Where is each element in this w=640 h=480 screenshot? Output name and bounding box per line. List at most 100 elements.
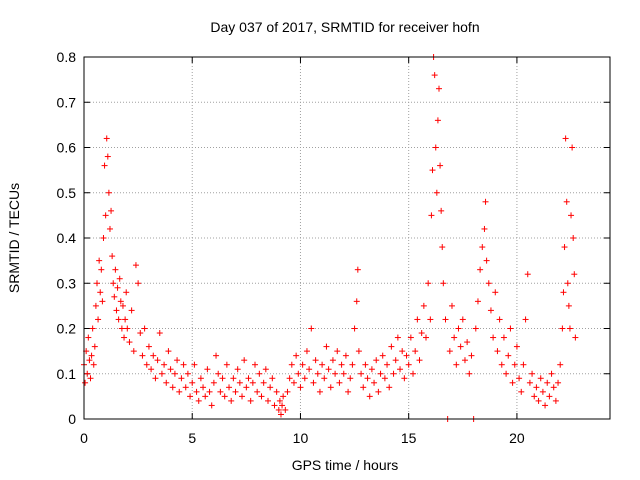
data-point [85, 334, 92, 341]
data-point [262, 366, 269, 373]
data-point [388, 343, 395, 350]
data-point [392, 357, 399, 364]
chart-title: Day 037 of 2017, SRMTID for receiver hof… [210, 19, 479, 35]
data-point [425, 280, 432, 287]
data-point [438, 207, 445, 214]
data-point [520, 361, 527, 368]
data-point [428, 212, 435, 219]
data-point [555, 379, 562, 386]
data-point [98, 266, 105, 273]
data-point [150, 352, 157, 359]
data-point [373, 357, 380, 364]
data-point [529, 370, 536, 377]
data-point [143, 361, 150, 368]
data-point [505, 352, 512, 359]
data-point [100, 235, 107, 241]
data-point [121, 334, 128, 341]
data-point [482, 198, 489, 205]
data-point [459, 316, 466, 323]
data-point [115, 316, 122, 323]
y-tick-label: 0.4 [57, 230, 77, 246]
data-point [256, 370, 263, 377]
data-point [432, 144, 439, 151]
data-point [204, 366, 211, 373]
data-point [494, 348, 501, 355]
data-point [355, 348, 362, 355]
data-point [345, 388, 352, 395]
data-point [119, 302, 126, 309]
data-point [178, 375, 185, 382]
data-point [282, 406, 289, 413]
data-point [431, 72, 438, 79]
data-point [531, 393, 538, 400]
data-point [329, 357, 336, 364]
data-point [124, 325, 131, 332]
data-point [397, 366, 404, 373]
data-point [171, 370, 178, 377]
data-point [492, 289, 499, 296]
data-point [130, 348, 137, 355]
data-point [182, 384, 189, 391]
data-point [126, 339, 133, 346]
y-tick-label: 0.5 [57, 185, 77, 201]
data-point [284, 388, 291, 395]
data-point [548, 370, 555, 377]
x-tick-label: 5 [188, 430, 196, 446]
data-point [254, 388, 261, 395]
data-point [448, 302, 455, 309]
data-point [241, 357, 248, 364]
data-point [308, 325, 315, 332]
data-point [442, 316, 449, 323]
x-tick-label: 10 [293, 430, 309, 446]
data-point [132, 262, 139, 269]
data-point [275, 406, 282, 413]
data-point [472, 325, 479, 332]
data-point [368, 366, 375, 373]
data-point [479, 244, 486, 251]
data-point [347, 375, 354, 382]
data-point [351, 325, 358, 332]
data-point [245, 375, 252, 382]
x-axis-label: GPS time / hours [292, 457, 399, 473]
data-point [327, 384, 334, 391]
data-point [377, 370, 384, 377]
data-point [375, 388, 382, 395]
data-points [81, 54, 579, 422]
data-point [362, 361, 369, 368]
data-point [152, 375, 159, 382]
data-point [215, 370, 222, 377]
x-tick-label: 15 [401, 430, 417, 446]
data-point [299, 361, 306, 368]
data-point [412, 348, 419, 355]
data-point [189, 379, 196, 386]
x-tick-label: 20 [509, 430, 525, 446]
data-point [141, 325, 148, 332]
plot-frame [83, 56, 611, 420]
data-point [297, 384, 304, 391]
data-point [273, 388, 280, 395]
data-point [559, 325, 566, 332]
data-point [466, 370, 473, 377]
data-point [95, 316, 102, 323]
data-point [371, 379, 378, 386]
data-point [280, 393, 287, 400]
grid [84, 57, 610, 419]
data-point [247, 397, 254, 404]
data-point [401, 375, 408, 382]
data-point [97, 289, 104, 296]
y-tick-label: 0.6 [57, 140, 77, 156]
data-point [108, 207, 115, 214]
data-point [117, 298, 124, 305]
data-point [110, 280, 117, 287]
data-point [332, 370, 339, 377]
data-point [569, 144, 576, 151]
data-point [158, 370, 165, 377]
data-point [423, 334, 430, 341]
data-point [118, 325, 125, 332]
data-point [239, 393, 246, 400]
data-point [161, 361, 168, 368]
data-point [451, 334, 458, 341]
data-point [105, 189, 112, 196]
data-point [321, 375, 328, 382]
